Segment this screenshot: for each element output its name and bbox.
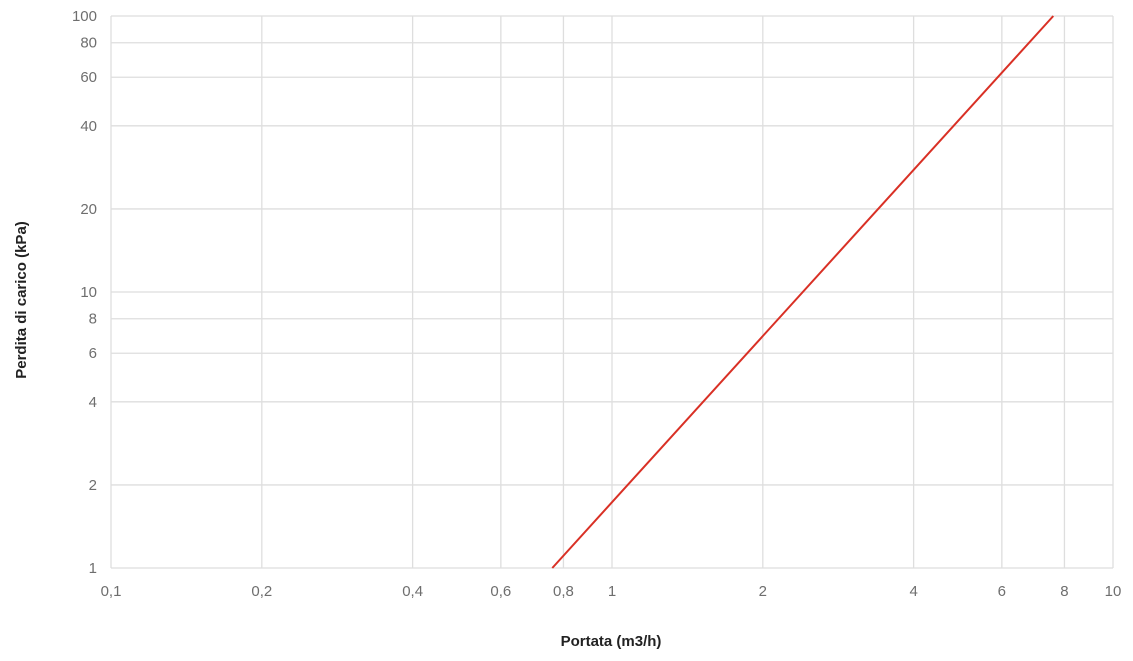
y-tick-label: 10 [80,284,97,301]
grid-lines [110,15,1114,569]
x-axis-title: Portata (m3/h) [561,633,662,650]
x-tick-label: 6 [998,583,1006,600]
y-tick-label: 4 [89,394,97,411]
y-tick-label: 100 [72,8,97,25]
y-tick-label: 20 [80,201,97,218]
x-tick-label: 0,6 [490,583,511,600]
y-axis-title: Perdita di carico (kPa) [13,221,30,379]
x-tick-label: 8 [1060,583,1068,600]
y-tick-label: 8 [89,311,97,328]
x-tick-label: 0,2 [251,583,272,600]
x-tick-label: 2 [759,583,767,600]
y-tick-label: 6 [89,345,97,362]
series-layer [551,15,1055,569]
y-tick-label: 80 [80,35,97,52]
y-tick-label: 1 [89,560,97,577]
x-tick-label: 1 [608,583,616,600]
x-tick-label: 0,1 [101,583,122,600]
y-tick-label: 2 [89,477,97,494]
y-tick-label: 60 [80,69,97,86]
series-line [551,15,1055,569]
x-tick-label: 0,4 [402,583,423,600]
x-tick-label: 0,8 [553,583,574,600]
y-tick-label: 40 [80,118,97,135]
x-tick-label: 4 [909,583,917,600]
x-tick-label: 10 [1105,583,1122,600]
